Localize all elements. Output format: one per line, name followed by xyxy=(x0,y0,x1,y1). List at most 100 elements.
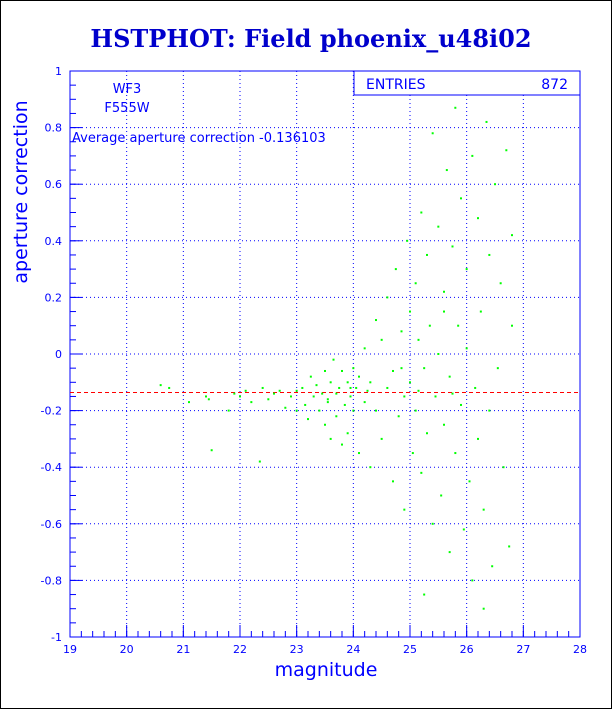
x-tick-label: 26 xyxy=(460,643,474,656)
data-point xyxy=(448,551,451,554)
data-point xyxy=(329,381,332,384)
data-point xyxy=(496,367,499,370)
data-point xyxy=(440,494,443,497)
data-point xyxy=(366,389,369,392)
x-tick-label: 27 xyxy=(516,643,530,656)
data-point xyxy=(431,132,434,135)
data-point xyxy=(349,386,352,389)
data-point xyxy=(491,565,494,568)
data-point xyxy=(479,310,482,313)
data-point xyxy=(409,310,411,313)
data-point xyxy=(349,395,352,398)
average-correction-label: Average aperture correction -0.136103 xyxy=(72,131,326,146)
x-tick-label: 28 xyxy=(573,643,587,656)
data-point xyxy=(482,508,485,511)
data-point xyxy=(343,403,346,406)
data-point xyxy=(482,607,485,610)
data-point xyxy=(397,415,400,418)
y-tick-label: -0.8 xyxy=(41,574,62,587)
data-point xyxy=(290,395,292,398)
data-point xyxy=(511,324,513,327)
x-axis-label: magnitude xyxy=(275,659,378,681)
data-point xyxy=(375,409,377,412)
x-tick-labels: 19 20 21 22 23 24 25 26 27 28 xyxy=(63,643,587,656)
data-point xyxy=(471,579,474,582)
data-point xyxy=(315,384,318,387)
data-point xyxy=(394,268,397,271)
data-point xyxy=(460,403,462,406)
y-tick-label: -0.4 xyxy=(41,461,62,474)
data-point xyxy=(451,245,454,248)
data-point xyxy=(437,225,440,228)
data-point xyxy=(341,369,343,372)
data-point xyxy=(443,423,445,426)
data-point xyxy=(295,409,298,412)
data-point xyxy=(409,381,411,384)
data-point xyxy=(278,389,281,392)
x-tick-label: 24 xyxy=(346,643,360,656)
filter-label: F555W xyxy=(104,101,149,116)
data-point xyxy=(326,398,329,401)
data-point xyxy=(406,239,409,242)
data-point xyxy=(457,324,460,327)
data-point xyxy=(448,375,451,378)
data-point xyxy=(355,386,358,389)
data-point xyxy=(386,296,389,299)
data-point xyxy=(210,449,213,452)
data-point xyxy=(423,367,426,370)
data-point xyxy=(335,415,338,418)
y-tick-label: 0.8 xyxy=(45,122,63,135)
data-point xyxy=(227,409,230,412)
stats-box: ENTRIES 872 xyxy=(353,70,581,96)
data-point xyxy=(307,418,309,421)
data-point xyxy=(159,384,162,387)
stats-entries-label: ENTRIES xyxy=(366,77,426,93)
y-tick-label: -0.2 xyxy=(41,405,62,418)
data-point xyxy=(428,324,431,327)
data-point xyxy=(233,392,236,395)
data-point xyxy=(434,395,437,398)
data-point xyxy=(468,480,471,483)
data-point xyxy=(352,367,355,370)
data-point xyxy=(460,197,462,200)
x-tick-label: 19 xyxy=(63,643,77,656)
data-point xyxy=(358,375,360,378)
y-axis-label: aperture correction xyxy=(10,100,32,283)
data-point xyxy=(508,545,511,548)
data-point xyxy=(295,389,298,392)
data-point xyxy=(321,392,324,395)
data-point xyxy=(188,401,190,404)
data-point xyxy=(335,392,338,395)
data-point xyxy=(488,409,491,412)
data-point xyxy=(205,395,207,398)
data-point xyxy=(411,452,414,455)
y-tick-label: 1 xyxy=(55,65,62,78)
data-points xyxy=(159,106,513,610)
stats-box-frame xyxy=(353,70,581,96)
data-point xyxy=(273,392,275,395)
data-point xyxy=(423,593,426,596)
data-point xyxy=(363,401,366,404)
x-tick-label: 20 xyxy=(120,643,134,656)
data-point xyxy=(511,234,513,237)
y-tick-label: 0.6 xyxy=(45,178,63,191)
y-tick-label: 0 xyxy=(55,348,62,361)
data-point xyxy=(488,253,491,256)
data-point xyxy=(332,358,335,361)
data-point xyxy=(465,268,468,271)
data-point xyxy=(437,353,440,355)
data-point xyxy=(485,120,488,123)
data-point xyxy=(369,381,372,384)
data-point xyxy=(346,432,349,435)
data-point xyxy=(168,386,171,389)
data-point xyxy=(443,290,445,293)
data-point xyxy=(420,211,423,214)
data-point xyxy=(477,437,479,440)
data-point xyxy=(426,432,428,435)
data-point xyxy=(414,282,417,285)
data-point xyxy=(462,528,465,531)
data-point xyxy=(329,437,332,440)
chart-title: HSTPHOT: Field phoenix_u48i02 xyxy=(90,24,531,53)
data-point xyxy=(267,398,270,401)
